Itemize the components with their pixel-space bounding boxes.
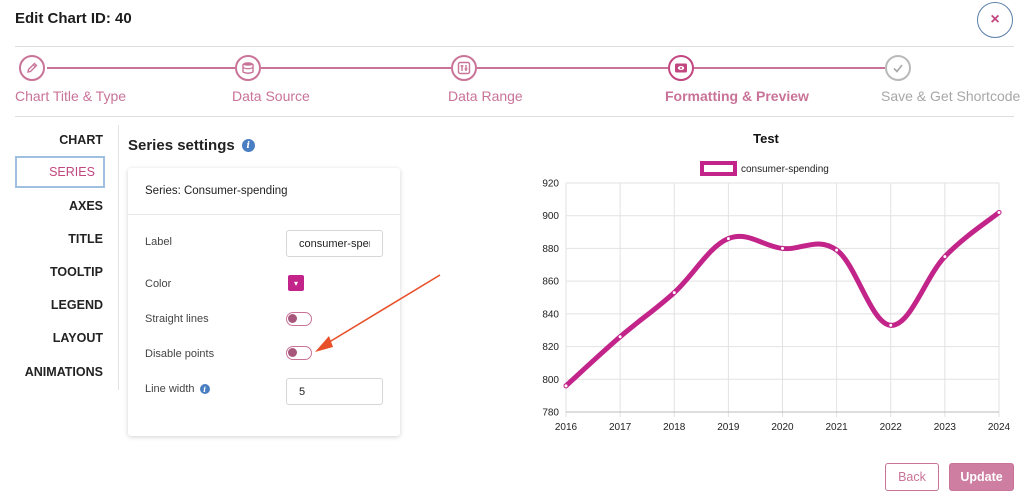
x-tick-label: 2020 (771, 422, 794, 433)
step-label-data-source[interactable]: Data Source (232, 88, 310, 104)
chart-grid (565, 182, 1000, 417)
step-connector (47, 67, 235, 69)
tab-chart[interactable]: CHART (59, 133, 103, 147)
preview-icon (675, 63, 687, 73)
step-connector (261, 67, 451, 69)
chart-title: Test (753, 131, 779, 146)
step-connector (477, 67, 668, 69)
step-connector (694, 67, 885, 69)
legend-swatch[interactable] (700, 161, 737, 176)
y-tick-label: 880 (542, 244, 559, 255)
series-settings-heading: Series settings i (128, 137, 255, 154)
x-tick-label: 2019 (717, 422, 740, 433)
stepper-divider (15, 116, 1014, 117)
info-icon[interactable]: i (241, 139, 255, 152)
step-label-chart-title[interactable]: Chart Title & Type (15, 88, 127, 104)
line-width-input[interactable] (286, 378, 383, 405)
x-tick-label: 2023 (934, 422, 957, 433)
tab-title[interactable]: TITLE (68, 232, 103, 246)
straight-lines-toggle[interactable] (286, 312, 312, 326)
x-tick-label: 2016 (555, 422, 578, 433)
tab-axes[interactable]: AXES (68, 199, 103, 213)
dialog-title: Edit Chart ID: 40 (15, 10, 132, 27)
check-icon (893, 64, 903, 73)
y-tick-label: 780 (542, 408, 559, 419)
data-point (996, 209, 1002, 215)
data-point (834, 247, 840, 253)
y-tick-label: 800 (542, 375, 559, 386)
x-tick-label: 2024 (988, 422, 1011, 433)
data-point (671, 290, 677, 296)
back-button[interactable]: Back (885, 463, 939, 491)
straight-lines-label: Straight lines (145, 313, 209, 325)
data-point (617, 334, 623, 340)
y-tick-label: 840 (542, 309, 559, 320)
tab-tooltip[interactable]: TOOLTIP (49, 265, 103, 279)
header-divider (15, 46, 1014, 47)
series-color-picker[interactable]: ▾ (288, 275, 304, 291)
data-point (780, 245, 785, 251)
range-icon (457, 61, 471, 75)
info-icon[interactable]: i (199, 384, 210, 394)
label-field-label: Label (145, 236, 172, 248)
chart-preview: 780 800 820 840 860 880 900 920 2016 2017 2018 2019… (530, 125, 1020, 440)
legend-label[interactable]: consumer-spending (741, 164, 829, 175)
disable-points-label: Disable points (145, 348, 215, 360)
pencil-icon (27, 62, 38, 73)
series-settings-title: Series settings (128, 137, 235, 154)
line-width-label-row: Line width i (145, 383, 210, 395)
close-button[interactable]: × (977, 2, 1013, 38)
color-field-label: Color (145, 278, 172, 290)
disable-points-toggle[interactable] (286, 346, 312, 360)
close-icon: × (990, 11, 1000, 28)
y-tick-label: 900 (542, 211, 559, 222)
y-tick-label: 860 (542, 277, 559, 288)
series-label-input[interactable] (286, 230, 383, 257)
step-label-data-range[interactable]: Data Range (448, 88, 523, 104)
x-tick-label: 2017 (609, 422, 632, 433)
tab-legend[interactable]: LEGEND (50, 298, 103, 312)
step-2-circle[interactable] (235, 55, 261, 81)
series-points (563, 209, 1002, 389)
step-label-save[interactable]: Save & Get Shortcode (881, 88, 1021, 104)
toggle-knob (288, 348, 297, 357)
chart-axes: 780 800 820 840 860 880 900 920 2016 2017 2018 2019… (542, 179, 1010, 434)
series-panel-header: Series: Consumer-spending (128, 168, 400, 215)
step-1-circle[interactable] (19, 55, 45, 81)
data-point (725, 236, 731, 242)
y-tick-label: 820 (542, 342, 559, 353)
update-button[interactable]: Update (949, 463, 1014, 491)
line-chart: 780 800 820 840 860 880 900 920 2016 2017 2018 2019… (542, 131, 1010, 434)
step-4-circle[interactable] (668, 55, 694, 81)
sidebar-divider (118, 125, 119, 390)
chevron-down-icon: ▾ (293, 278, 298, 288)
x-tick-label: 2018 (663, 422, 686, 433)
series-line (563, 209, 1002, 389)
tab-series[interactable]: SERIES (15, 156, 105, 188)
tab-animations[interactable]: ANIMATIONS (24, 365, 103, 379)
line-width-label: Line width (145, 383, 195, 395)
data-point (563, 383, 569, 389)
series-panel: Series: Consumer-spending Label Color ▾ … (128, 168, 400, 436)
database-icon (242, 62, 254, 74)
x-tick-label: 2021 (826, 422, 849, 433)
step-label-formatting[interactable]: Formatting & Preview (665, 88, 809, 104)
data-point (942, 254, 948, 260)
step-5-circle[interactable] (885, 55, 911, 81)
step-3-circle[interactable] (451, 55, 477, 81)
y-tick-label: 920 (542, 179, 559, 190)
x-tick-label: 2022 (880, 422, 903, 433)
tab-layout[interactable]: LAYOUT (52, 331, 103, 345)
toggle-knob (288, 314, 297, 323)
data-point (888, 322, 894, 328)
